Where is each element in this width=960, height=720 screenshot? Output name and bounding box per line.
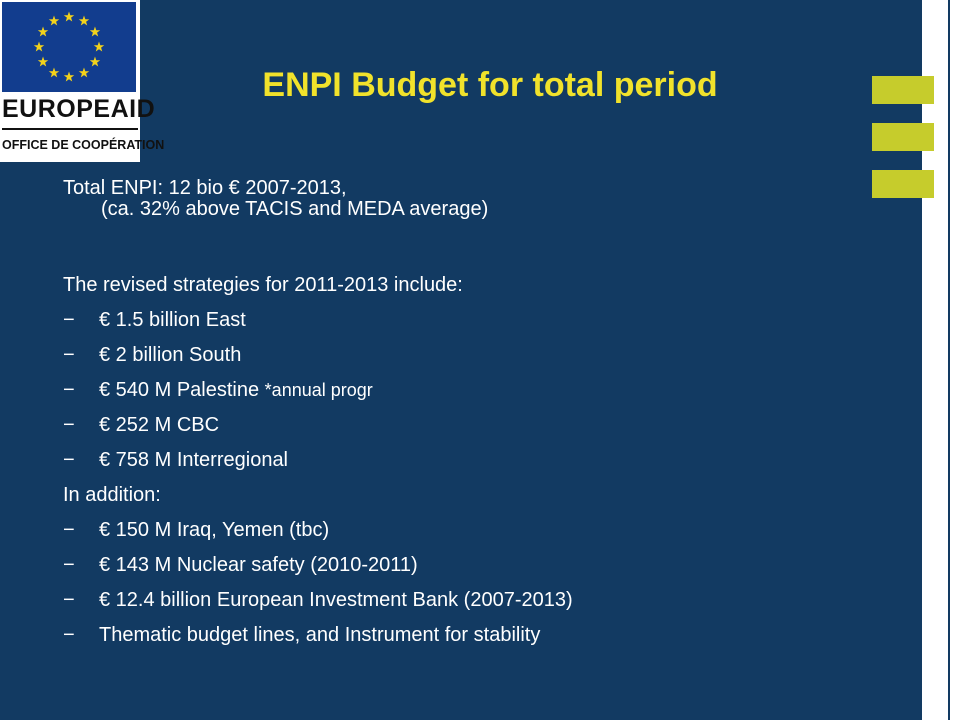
- logo-subtitle: OFFICE DE COOPÉRATION: [2, 128, 164, 160]
- list-item-text: € 150 M Iraq, Yemen (tbc): [99, 519, 330, 541]
- intro-line-1: Total ENPI: 12 bio € 2007-2013,: [63, 177, 347, 199]
- slide-body: Total ENPI: 12 bio € 2007-2013, (ca. 32%…: [63, 178, 863, 653]
- flag-star: [78, 67, 90, 78]
- logo-name: EUROPEAID: [2, 95, 156, 123]
- list-item-text: € 252 M CBC: [99, 414, 220, 436]
- slide-background: [0, 0, 922, 720]
- bullet-dash: −: [63, 554, 75, 576]
- addition-heading: In addition:: [63, 484, 161, 506]
- intro-line-2: (ca. 32% above TACIS and MEDA average): [101, 198, 489, 220]
- flag-star: [33, 41, 45, 52]
- strategies-heading: The revised strategies for 2011-2013 inc…: [63, 274, 463, 296]
- eu-flag-icon: [2, 2, 136, 92]
- accent-bar-1: [872, 76, 934, 104]
- list-item: − € 150 M Iraq, Yemen (tbc): [63, 513, 863, 548]
- slide-title: ENPI Budget for total period: [262, 66, 718, 104]
- accent-bar-2: [872, 123, 934, 151]
- flag-star: [78, 15, 90, 26]
- flag-star: [63, 11, 75, 22]
- list-item-note: *annual progr: [264, 380, 373, 400]
- bullet-dash: −: [63, 624, 75, 646]
- list-item: − € 143 M Nuclear safety (2010-2011): [63, 548, 863, 583]
- list-item: − € 540 M Palestine *annual progr: [63, 373, 863, 408]
- bullet-dash: −: [63, 449, 75, 471]
- flag-star: [89, 56, 101, 67]
- bullet-dash: −: [63, 309, 75, 331]
- right-strip: [922, 0, 960, 720]
- flag-star: [89, 26, 101, 37]
- list-item: − Thematic budget lines, and Instrument …: [63, 618, 863, 653]
- bullet-dash: −: [63, 589, 75, 611]
- list-item-text: € 12.4 billion European Investment Bank …: [99, 589, 573, 611]
- list-item-text: € 758 M Interregional: [99, 449, 289, 471]
- bullet-dash: −: [63, 414, 75, 436]
- list-item-text: Thematic budget lines, and Instrument fo…: [99, 624, 541, 646]
- intro-block: Total ENPI: 12 bio € 2007-2013, (ca. 32%…: [63, 178, 863, 220]
- flag-star: [37, 26, 49, 37]
- list-item: − € 1.5 billion East: [63, 303, 863, 338]
- bullet-dash: −: [63, 344, 75, 366]
- list-item-text: € 2 billion South: [99, 344, 242, 366]
- list-item: − € 758 M Interregional: [63, 443, 863, 478]
- strip-divider: [948, 0, 950, 720]
- flag-star: [93, 41, 105, 52]
- list-item-text: € 540 M Palestine: [99, 379, 260, 401]
- list-item: − € 2 billion South: [63, 338, 863, 373]
- flag-star: [48, 15, 60, 26]
- flag-star: [37, 56, 49, 67]
- europeaid-logo: EUROPEAID OFFICE DE COOPÉRATION: [0, 0, 164, 162]
- bullet-dash: −: [63, 379, 75, 401]
- list-item-text: € 143 M Nuclear safety (2010-2011): [99, 554, 418, 576]
- list-item-text: € 1.5 billion East: [99, 309, 246, 331]
- list-item: − € 12.4 billion European Investment Ban…: [63, 583, 863, 618]
- bullet-dash: −: [63, 519, 75, 541]
- flag-star: [63, 71, 75, 82]
- accent-bar-3: [872, 170, 934, 198]
- flag-star: [48, 67, 60, 78]
- list-item: − € 252 M CBC: [63, 408, 863, 443]
